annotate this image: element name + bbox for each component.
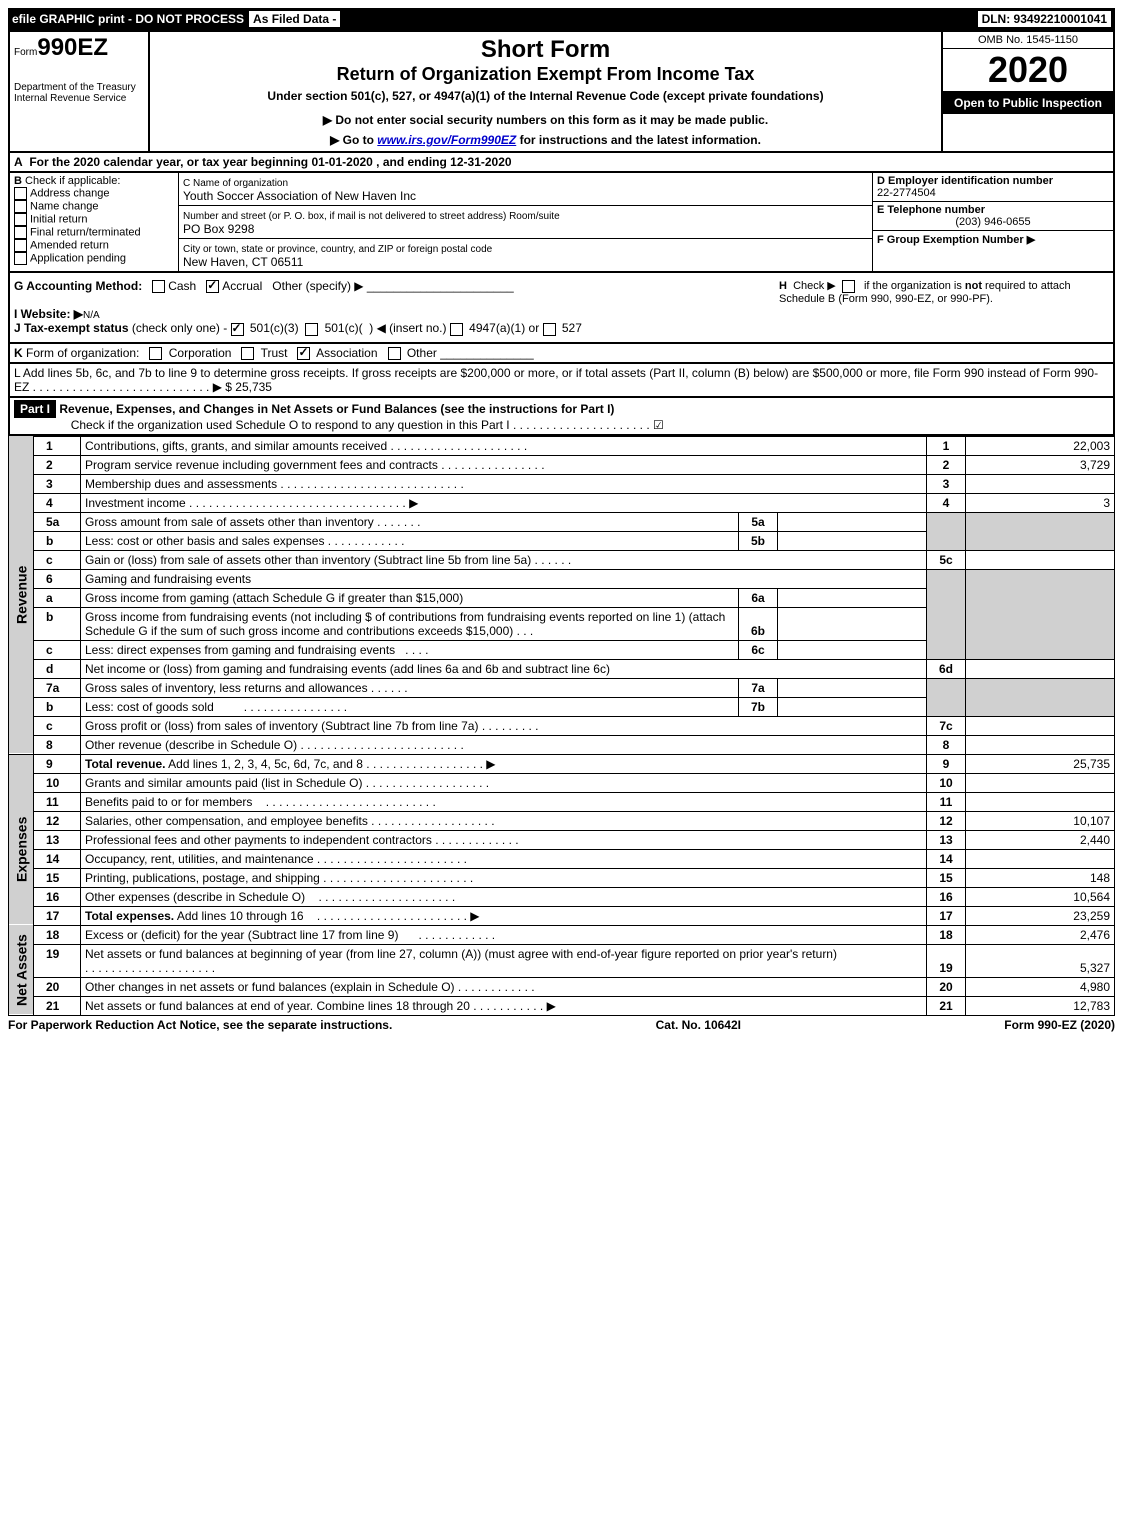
D-label: D Employer identification number bbox=[877, 175, 1053, 187]
part1-title: Revenue, Expenses, and Changes in Net As… bbox=[59, 402, 614, 416]
irs-link[interactable]: www.irs.gov/Form990EZ bbox=[377, 133, 516, 147]
check-accrual[interactable] bbox=[206, 280, 219, 293]
ein-value: 22-2774504 bbox=[877, 187, 936, 199]
form-header: Form990EZ Department of the Treasury Int… bbox=[8, 30, 1115, 153]
section-L: L Add lines 5b, 6c, and 7b to line 9 to … bbox=[8, 364, 1115, 398]
phone-value: (203) 946-0655 bbox=[877, 216, 1109, 228]
form-label: Form bbox=[14, 47, 37, 58]
part1-label: Part I bbox=[14, 400, 56, 418]
under-section: Under section 501(c), 527, or 4947(a)(1)… bbox=[154, 89, 937, 103]
org-name: Youth Soccer Association of New Haven In… bbox=[183, 189, 416, 203]
check-initial[interactable] bbox=[14, 213, 27, 226]
line20-amount: 4,980 bbox=[966, 977, 1115, 996]
line13-amount: 2,440 bbox=[966, 830, 1115, 849]
dln-label: DLN: 93492210001041 bbox=[978, 11, 1111, 27]
org-city: New Haven, CT 06511 bbox=[183, 255, 303, 269]
line-A-text: For the 2020 calendar year, or tax year … bbox=[29, 155, 511, 169]
org-address: PO Box 9298 bbox=[183, 222, 254, 236]
goto-notice[interactable]: ▶ Go to www.irs.gov/Form990EZ for instru… bbox=[154, 133, 937, 147]
J-text: J Tax-exempt status bbox=[14, 321, 129, 335]
addr-label: Number and street (or P. O. box, if mail… bbox=[183, 211, 560, 222]
line1-amount: 22,003 bbox=[966, 436, 1115, 455]
tax-year: 2020 bbox=[943, 49, 1113, 92]
revenue-vlabel: Revenue bbox=[9, 436, 34, 754]
line15-amount: 148 bbox=[966, 868, 1115, 887]
section-K: K Form of organization: Corporation Trus… bbox=[8, 344, 1115, 364]
G-label: G Accounting Method: bbox=[14, 279, 142, 293]
return-title: Return of Organization Exempt From Incom… bbox=[154, 64, 937, 85]
C-label: C Name of organization bbox=[183, 178, 288, 189]
short-form-title: Short Form bbox=[154, 36, 937, 64]
B-label: Check if applicable: bbox=[25, 175, 120, 187]
form-number: 990EZ bbox=[37, 34, 108, 61]
dept-label: Department of the Treasury bbox=[14, 82, 144, 93]
city-label: City or town, state or province, country… bbox=[183, 244, 492, 255]
E-label: E Telephone number bbox=[877, 204, 985, 216]
omb-number: OMB No. 1545-1150 bbox=[943, 32, 1113, 49]
part1-header: Part I Revenue, Expenses, and Changes in… bbox=[8, 398, 1115, 436]
line2-amount: 3,729 bbox=[966, 455, 1115, 474]
form-version: Form 990-EZ (2020) bbox=[1004, 1018, 1115, 1032]
line21-amount: 12,783 bbox=[966, 996, 1115, 1015]
I-label: I Website: ▶ bbox=[14, 307, 83, 321]
open-public-box: Open to Public Inspection bbox=[943, 92, 1113, 114]
irs-label: Internal Revenue Service bbox=[14, 93, 144, 104]
section-GH: G Accounting Method: Cash Accrual Other … bbox=[8, 273, 1115, 344]
check-cash[interactable] bbox=[152, 280, 165, 293]
cat-no: Cat. No. 10642I bbox=[656, 1018, 741, 1032]
line16-amount: 10,564 bbox=[966, 887, 1115, 906]
as-filed-label: As Filed Data - bbox=[248, 10, 341, 28]
line9-amount: 25,735 bbox=[966, 754, 1115, 773]
line3-amount bbox=[966, 474, 1115, 493]
check-amended[interactable] bbox=[14, 239, 27, 252]
line18-amount: 2,476 bbox=[966, 925, 1115, 944]
website-value: N/A bbox=[83, 310, 100, 321]
ssn-notice: ▶ Do not enter social security numbers o… bbox=[154, 113, 937, 127]
part1-check: Check if the organization used Schedule … bbox=[71, 418, 664, 432]
expenses-vlabel: Expenses bbox=[9, 773, 34, 925]
check-H[interactable] bbox=[842, 280, 855, 293]
efile-text: efile GRAPHIC print - DO NOT PROCESS bbox=[12, 12, 244, 26]
netassets-vlabel: Net Assets bbox=[9, 925, 34, 1015]
check-name[interactable] bbox=[14, 200, 27, 213]
check-final[interactable] bbox=[14, 226, 27, 239]
line4-amount: 3 bbox=[966, 493, 1115, 512]
line17-amount: 23,259 bbox=[966, 906, 1115, 925]
footer: For Paperwork Reduction Act Notice, see … bbox=[8, 1016, 1115, 1032]
entity-block: B Check if applicable: Address change Na… bbox=[8, 173, 1115, 273]
check-pending[interactable] bbox=[14, 252, 27, 265]
line19-amount: 5,327 bbox=[966, 944, 1115, 977]
lines-table: Revenue 1 Contributions, gifts, grants, … bbox=[8, 436, 1115, 1016]
F-label: F Group Exemption Number ▶ bbox=[877, 234, 1035, 246]
check-address[interactable] bbox=[14, 187, 27, 200]
section-A: A For the 2020 calendar year, or tax yea… bbox=[8, 153, 1115, 173]
L-text: L Add lines 5b, 6c, and 7b to line 9 to … bbox=[14, 366, 1098, 394]
paperwork-notice: For Paperwork Reduction Act Notice, see … bbox=[8, 1018, 392, 1032]
efile-header: efile GRAPHIC print - DO NOT PROCESS As … bbox=[8, 8, 1115, 30]
line12-amount: 10,107 bbox=[966, 811, 1115, 830]
